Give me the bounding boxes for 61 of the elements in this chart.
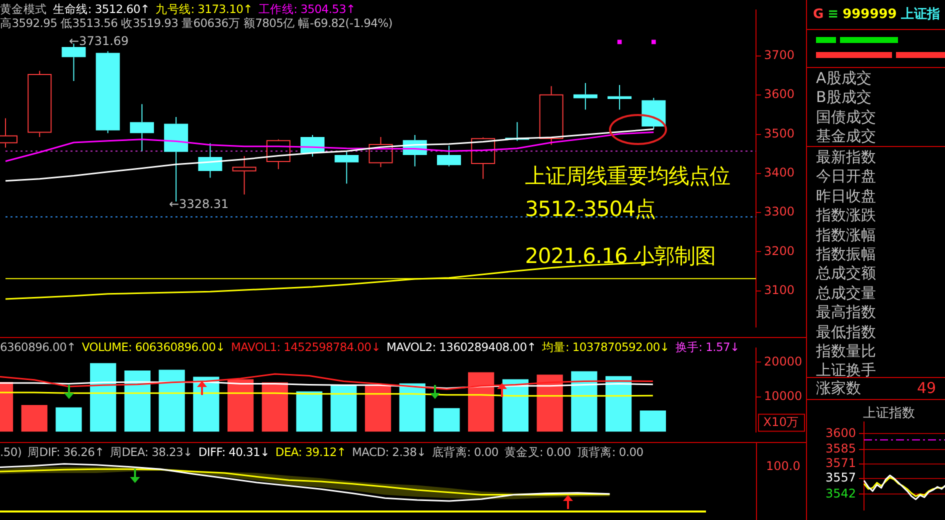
annotation: VOLUME: 606360896.00↓ bbox=[82, 340, 226, 354]
text: 最高指数 bbox=[816, 303, 876, 322]
y-tick-label: 10000 bbox=[764, 389, 802, 404]
text: 指数涨幅 bbox=[816, 226, 876, 244]
y-tick-label: 3600 bbox=[764, 87, 795, 102]
text: 基金成交 bbox=[816, 127, 876, 146]
text: 九号线: 3173.10↑ bbox=[156, 2, 252, 16]
text: MAVOL1: 1452598784.00↓ bbox=[231, 340, 381, 354]
y-tick-label: 3500 bbox=[764, 126, 795, 140]
annotation: ←3731.69 bbox=[69, 34, 129, 48]
annotation: ←3328.31 bbox=[169, 197, 229, 211]
y-tick-label: 3571 bbox=[825, 456, 856, 470]
text: 总成交额 bbox=[816, 264, 876, 282]
text: 指数振幅 bbox=[816, 245, 876, 263]
y-tick-label: 3300 bbox=[764, 204, 795, 219]
annotation: 2021.6.16 小郭制图 bbox=[525, 243, 716, 270]
text: 最新指数 bbox=[816, 148, 876, 166]
chart-title: 上证指数 bbox=[863, 405, 915, 422]
text: 涨家数 bbox=[816, 379, 861, 397]
text: 黄金叉: 0.00 bbox=[504, 445, 571, 459]
text: 周DIF: 36.26↑ bbox=[28, 445, 104, 459]
annotation: 高3592.95 低3513.56 收3519.93 量60636万 额7805亿 幅-69.82(-1.94%) bbox=[0, 16, 392, 30]
text: A股成交 bbox=[816, 69, 872, 87]
text: 100.0 bbox=[766, 459, 800, 473]
y-tick-label: 3400 bbox=[764, 166, 795, 180]
y-tick-label: 3200 bbox=[764, 244, 795, 258]
text: 指数涨跌 bbox=[816, 206, 876, 224]
annotation: 换手: 1.57↓ bbox=[675, 340, 740, 354]
annotation: 6360896.00↑ bbox=[0, 340, 76, 354]
text: MACD: 2.38↓ bbox=[352, 445, 426, 459]
y-tick-label: 20000 bbox=[764, 354, 802, 368]
text: 工作线: 3504.53↑ bbox=[258, 2, 356, 16]
text: 最低指数 bbox=[816, 322, 876, 341]
text: 底背离: 0.00 bbox=[432, 445, 498, 459]
text: 昨日收盘 bbox=[816, 186, 876, 205]
text: G ≡ 999999 上证指 bbox=[813, 7, 940, 22]
text: 生命线: 3512.60↑ bbox=[52, 2, 150, 16]
annotation: 上证周线重要均线点位 bbox=[525, 163, 730, 190]
y-axis-title: X10万 bbox=[763, 414, 799, 429]
text: 均量: 1037870592.00↓ bbox=[542, 340, 670, 354]
y-tick-label: 3557 bbox=[825, 470, 856, 485]
y-tick-label: 3600 bbox=[825, 426, 856, 440]
text: 总成交量 bbox=[816, 284, 876, 302]
series-label: DEA: 39.12↑ bbox=[275, 445, 346, 459]
text: 今日开盘 bbox=[816, 167, 876, 186]
text: 顶背离: 0.00 bbox=[576, 445, 644, 459]
text: B股成交 bbox=[816, 88, 872, 106]
chart-title: 黄金模式 bbox=[0, 2, 47, 16]
text: MAVOL2: 1360289408.00↑ bbox=[386, 340, 536, 354]
text: 上证换手 bbox=[816, 361, 876, 380]
text: 国债成交 bbox=[816, 108, 876, 126]
y-tick-label: 3700 bbox=[764, 48, 795, 62]
y-tick-label: 3542 bbox=[825, 486, 856, 500]
text: 周DEA: 38.23↓ bbox=[110, 445, 192, 459]
text: 指数量比 bbox=[816, 342, 876, 360]
text: 49 bbox=[917, 379, 936, 397]
series-label: DIFF: 40.31↓ bbox=[198, 445, 270, 459]
text: .50) bbox=[0, 445, 22, 459]
annotation: 3512-3504点 bbox=[525, 196, 656, 223]
y-tick-label: 3100 bbox=[764, 282, 795, 297]
y-tick-label: 3585 bbox=[825, 441, 856, 456]
